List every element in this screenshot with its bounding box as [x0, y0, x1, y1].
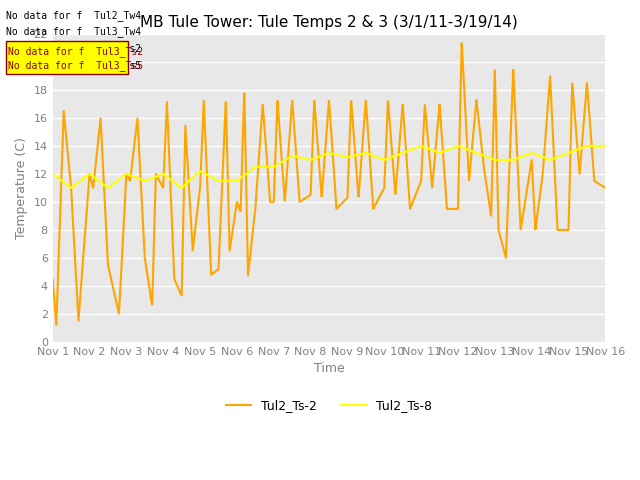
Tul2_Ts-8 [285, 155, 292, 161]
Text: No data for f  Tul3_Tw4: No data for f Tul3_Tw4 [6, 26, 141, 37]
Tul2_Ts-2 [602, 185, 609, 191]
Tul2_Ts-8 [112, 179, 120, 185]
Line: Tul2_Ts-8: Tul2_Ts-8 [52, 146, 605, 188]
Tul2_Ts-2 [49, 276, 56, 282]
Tul2_Ts-2 [261, 129, 269, 135]
Text: No data for f  Tul3_Ts2: No data for f Tul3_Ts2 [6, 43, 141, 54]
Tul2_Ts-2 [112, 297, 120, 303]
Tul2_Ts-8 [67, 185, 75, 191]
Tul2_Ts-8 [591, 143, 598, 149]
Line: Tul2_Ts-2: Tul2_Ts-2 [52, 43, 605, 325]
Text: No data for f  Tul3_Ts5: No data for f Tul3_Ts5 [8, 60, 143, 71]
Tul2_Ts-2 [52, 322, 60, 328]
Tul2_Ts-8 [583, 143, 591, 149]
Tul2_Ts-2 [531, 227, 539, 232]
Text: No data for f  Tul3_Ts2: No data for f Tul3_Ts2 [8, 46, 143, 57]
Title: MB Tule Tower: Tule Temps 2 & 3 (3/1/11-3/19/14): MB Tule Tower: Tule Temps 2 & 3 (3/1/11-… [140, 15, 518, 30]
Tul2_Ts-8 [49, 171, 56, 177]
Tul2_Ts-8 [261, 164, 269, 170]
Tul2_Ts-2 [285, 144, 292, 150]
Tul2_Ts-8 [145, 177, 152, 182]
Text: No data for f  Tul3_Ts5: No data for f Tul3_Ts5 [6, 60, 141, 71]
Text: No data for f  Tul2_Tw4: No data for f Tul2_Tw4 [6, 10, 141, 21]
Tul2_Ts-2 [458, 40, 465, 46]
Tul2_Ts-2 [591, 179, 598, 184]
Tul2_Ts-8 [602, 143, 609, 149]
Tul2_Ts-2 [145, 280, 152, 286]
Legend: Tul2_Ts-2, Tul2_Ts-8: Tul2_Ts-2, Tul2_Ts-8 [221, 395, 438, 417]
X-axis label: Time: Time [314, 362, 344, 375]
Tul2_Ts-8 [531, 151, 539, 157]
Y-axis label: Temperature (C): Temperature (C) [15, 137, 28, 239]
